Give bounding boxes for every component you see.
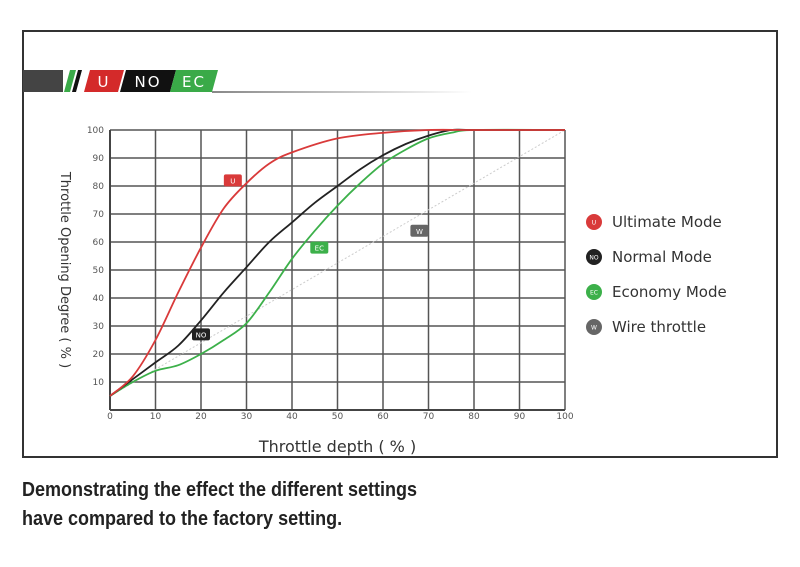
legend-label-normal-mode: Normal Mode (612, 248, 712, 266)
banner-segment-u (84, 70, 124, 92)
banner-dark-bar (23, 70, 63, 92)
series-badge-normal-mode (192, 328, 210, 341)
x-tick-label: 0 (107, 412, 113, 422)
banner-stripe-black (72, 70, 82, 92)
legend-label-economy-mode: Economy Mode (612, 283, 727, 301)
banner-label-u: U (98, 73, 111, 91)
y-tick-label: 80 (93, 182, 105, 192)
series-badge-wire-throttle (410, 224, 429, 237)
series-badge-text: EC (315, 245, 324, 253)
y-tick-label: 90 (93, 154, 105, 164)
legend-marker-text: W (591, 325, 597, 332)
series-line-ultimate-mode (109, 128, 565, 397)
series-badge-ultimate-mode (223, 174, 242, 187)
legend-label-wire-throttle: Wire throttle (612, 318, 706, 336)
legend-marker-economy-mode (586, 284, 602, 300)
y-tick-label: 20 (93, 350, 105, 360)
series-line-economy-mode (109, 128, 566, 397)
banner-label-no: NO (134, 73, 161, 91)
banner-stripe-green (64, 70, 76, 92)
x-tick-label: 10 (150, 412, 162, 422)
y-axis-label: Throttle Opening Degree ( % ) (57, 171, 72, 368)
caption: Demonstrating the effect the different s… (22, 476, 580, 534)
legend-marker-normal-mode (586, 249, 602, 265)
y-tick-label: 50 (93, 266, 105, 276)
x-tick-label: 80 (468, 412, 480, 422)
series-badge-text: U (230, 177, 235, 185)
banner-underline (212, 91, 472, 93)
legend-marker-ultimate-mode (586, 214, 602, 230)
series-badge-text: NO (196, 331, 207, 339)
legend-marker-text: EC (590, 290, 598, 297)
series-line-wire-throttle (109, 129, 566, 397)
x-tick-label: 20 (195, 412, 207, 422)
y-tick-label: 30 (93, 322, 105, 332)
y-tick-label: 60 (93, 238, 105, 248)
chart-frame (22, 30, 778, 458)
x-tick-label: 90 (514, 412, 526, 422)
x-tick-label: 30 (241, 412, 253, 422)
banner-segment-no (120, 70, 176, 92)
series-line-normal-mode (109, 128, 565, 397)
caption-line-1: Demonstrating the effect the different s… (22, 479, 418, 501)
legend-marker-text: NO (589, 255, 598, 262)
series-badge-economy-mode (310, 241, 329, 254)
x-tick-label: 70 (423, 412, 435, 422)
caption-line-2: have compared to the factory setting. (22, 508, 343, 530)
x-tick-label: 60 (377, 412, 389, 422)
legend-marker-text: U (592, 220, 596, 227)
banner-label-ec: EC (182, 73, 206, 91)
y-tick-label: 40 (93, 294, 105, 304)
y-tick-label: 70 (93, 210, 105, 220)
legend-label-ultimate-mode: Ultimate Mode (612, 213, 722, 231)
y-tick-label: 100 (87, 126, 104, 136)
series-badge-text: W (416, 228, 423, 236)
x-axis-label: Throttle depth ( % ) (258, 437, 416, 456)
x-tick-label: 100 (556, 412, 573, 422)
y-tick-label: 10 (93, 378, 105, 388)
banner-segment-ec (170, 70, 218, 92)
x-tick-label: 40 (286, 412, 298, 422)
legend-marker-wire-throttle (586, 319, 602, 335)
x-tick-label: 50 (332, 412, 344, 422)
